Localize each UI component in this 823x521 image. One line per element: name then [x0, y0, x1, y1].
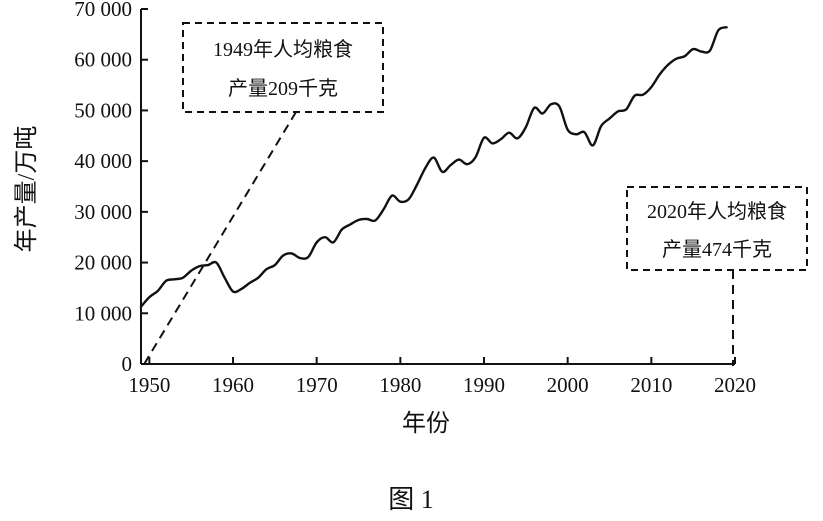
annotation-2020-line2: 产量474千克 — [662, 238, 772, 261]
y-tick-label: 60 000 — [74, 48, 132, 72]
x-tick-label: 1970 — [296, 373, 338, 397]
figure-caption: 图 1 — [388, 485, 434, 514]
y-tick-label: 40 000 — [74, 149, 132, 173]
x-tick-label: 1990 — [463, 373, 505, 397]
y-tick-label: 70 000 — [74, 0, 132, 21]
production-series-line — [139, 26, 728, 308]
x-tick-label: 2000 — [547, 373, 589, 397]
y-tick-label: 30 000 — [74, 200, 132, 224]
x-ticks: 1950 1960 1970 1980 1990 2000 2010 2020 — [128, 357, 756, 397]
annotation-1949-box — [182, 22, 384, 113]
x-tick-label: 2010 — [630, 373, 672, 397]
annotation-1949-line1: 1949年人均粮食 — [213, 38, 353, 61]
y-tick-label: 10 000 — [74, 301, 132, 325]
x-axis-title: 年份 — [402, 410, 450, 437]
y-tick-label: 50 000 — [74, 98, 132, 122]
annotation-1949-line2: 产量209千克 — [228, 77, 338, 100]
x-tick-label: 1980 — [379, 373, 421, 397]
y-axis-title: 年产量/万吨 — [13, 126, 40, 253]
x-tick-label: 1950 — [128, 373, 170, 397]
annotation-1949: 1949年人均粮食 产量209千克 — [142, 22, 384, 367]
annotation-2020-box — [626, 186, 808, 271]
y-tick-label: 20 000 — [74, 251, 132, 275]
y-ticks: 0 10 000 20 000 30 000 40 000 50 000 60 000 70 … — [74, 0, 148, 376]
y-tick-label: 0 — [122, 352, 133, 376]
x-tick-label: 1960 — [212, 373, 254, 397]
x-tick-label: 2020 — [714, 373, 756, 397]
annotation-1949-leader — [142, 111, 297, 367]
annotation-2020-line1: 2020年人均粮食 — [647, 200, 787, 223]
annotation-2020: 2020年人均粮食 产量474千克 — [626, 186, 808, 366]
